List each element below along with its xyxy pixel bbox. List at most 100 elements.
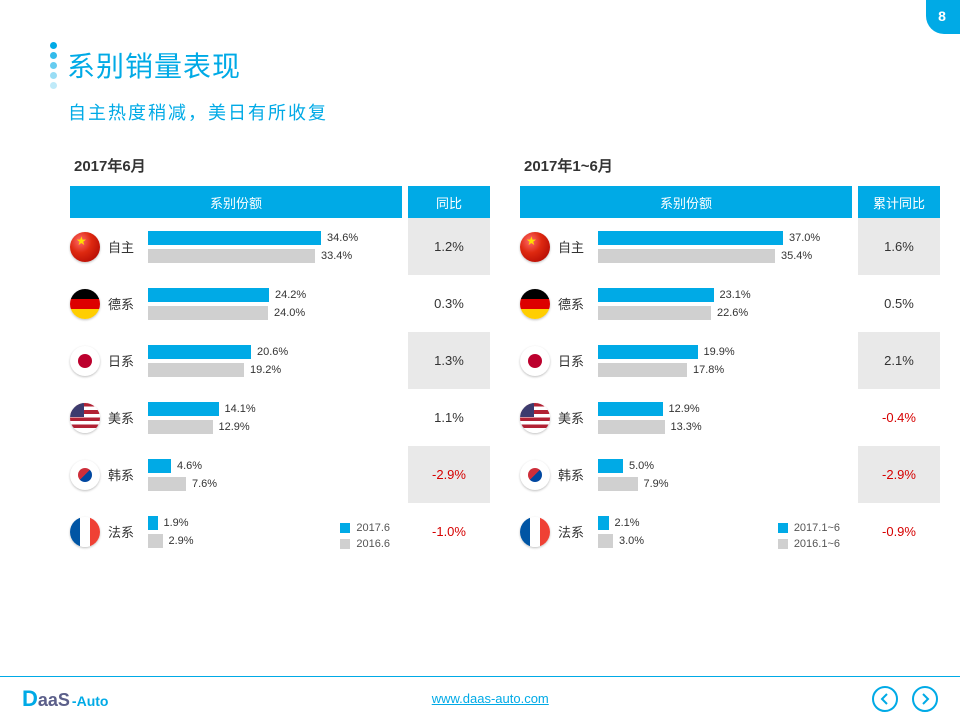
us-flag-icon: [520, 403, 550, 433]
table-row: 德系24.2%24.0%0.3%: [70, 275, 490, 332]
bar-value-prev: 24.0%: [274, 307, 305, 319]
series-label: 韩系: [108, 465, 148, 484]
bar-current: [148, 516, 158, 530]
logo-rest: aaS: [38, 690, 70, 711]
col-header-share: 系别份额: [70, 186, 402, 218]
jp-flag-icon: [520, 346, 550, 376]
bar-group: 14.1%12.9%: [148, 399, 402, 437]
chart-legend: 2017.1~62016.1~6: [778, 518, 840, 550]
next-button[interactable]: [912, 686, 938, 712]
yoy-value: 0.5%: [858, 275, 940, 332]
yoy-value: 1.1%: [408, 389, 490, 446]
series-label: 日系: [558, 351, 598, 370]
bar-current: [598, 345, 698, 359]
bar-value-current: 24.2%: [275, 289, 306, 301]
logo: D aaS -Auto: [22, 686, 108, 712]
series-label: 韩系: [558, 465, 598, 484]
cn-flag-icon: [520, 232, 550, 262]
yoy-value: 1.3%: [408, 332, 490, 389]
title-dots-icon: [50, 40, 57, 89]
bar-value-prev: 17.8%: [693, 364, 724, 376]
table-row: 韩系 4.6% 7.6% -2.9%: [70, 446, 490, 503]
panel-title: 2017年6月: [74, 155, 490, 176]
chart-panels: 2017年6月系别份额同比自主34.6%33.4%1.2%德系24.2%24.0…: [0, 125, 960, 560]
bar-prev: [148, 363, 244, 377]
bar-prev: [598, 477, 638, 491]
bar-value-prev: 7.9%: [644, 478, 669, 490]
yoy-value: 1.2%: [408, 218, 490, 275]
bar-group: 24.2% 24.0%: [148, 285, 402, 323]
logo-d: D: [22, 686, 38, 712]
yoy-value: 0.3%: [408, 275, 490, 332]
bar-group: 19.9% 17.8%: [598, 342, 852, 380]
page-number-badge: 8: [926, 0, 960, 34]
legend-current: 2017.1~6: [794, 522, 840, 534]
bar-current: [598, 231, 783, 245]
yoy-value: -0.4%: [858, 389, 940, 446]
yoy-value: -2.9%: [408, 446, 490, 503]
cn-flag-icon: [70, 232, 100, 262]
col-header-yoy: 累计同比: [858, 186, 940, 218]
bar-prev: [148, 477, 186, 491]
de-flag-icon: [520, 289, 550, 319]
de-flag-icon: [70, 289, 100, 319]
table-row: 韩系5.0%7.9%-2.9%: [520, 446, 940, 503]
page-subtitle: 自主热度稍减，美日有所收复: [68, 99, 960, 125]
fr-flag-icon: [70, 517, 100, 547]
nav-buttons: [872, 686, 938, 712]
bar-value-current: 12.9%: [669, 403, 700, 415]
col-header-yoy: 同比: [408, 186, 490, 218]
bar-value-current: 2.1%: [615, 517, 640, 529]
table-row: 自主37.0%35.4%1.6%: [520, 218, 940, 275]
bar-value-prev: 3.0%: [619, 535, 644, 547]
jp-flag-icon: [70, 346, 100, 376]
bar-value-prev: 7.6%: [192, 478, 217, 490]
bar-group: 37.0%35.4%: [598, 228, 852, 266]
bar-prev: [598, 534, 613, 548]
yoy-value: -2.9%: [858, 446, 940, 503]
yoy-value: -0.9%: [858, 503, 940, 560]
bar-value-prev: 13.3%: [671, 421, 702, 433]
header: 系别销量表现 自主热度稍减，美日有所收复: [0, 0, 960, 125]
bar-value-prev: 19.2%: [250, 364, 281, 376]
page-title: 系别销量表现: [67, 45, 241, 85]
bar-group: 4.6% 7.6%: [148, 456, 402, 494]
table-row: 法系1.9%2.9%-1.0%: [70, 503, 490, 560]
kr-flag-icon: [520, 460, 550, 490]
bar-current: [598, 402, 663, 416]
bar-current: [148, 345, 251, 359]
table-row: 自主34.6%33.4%1.2%: [70, 218, 490, 275]
bar-prev: [148, 420, 213, 434]
table-row: 美系 12.9% 13.3% -0.4%: [520, 389, 940, 446]
legend-current: 2017.6: [356, 522, 390, 534]
bar-group: 12.9% 13.3%: [598, 399, 852, 437]
footer: D aaS -Auto www.daas-auto.com: [0, 676, 960, 720]
logo-auto: -Auto: [72, 693, 109, 709]
us-flag-icon: [70, 403, 100, 433]
series-label: 法系: [558, 522, 598, 541]
bar-current: [148, 231, 321, 245]
footer-url[interactable]: www.daas-auto.com: [432, 691, 549, 706]
bar-prev: [598, 363, 687, 377]
series-label: 自主: [558, 237, 598, 256]
bar-prev: [598, 306, 711, 320]
yoy-value: -1.0%: [408, 503, 490, 560]
table-row: 法系 2.1% 3.0% -0.9%: [520, 503, 940, 560]
bar-prev: [148, 306, 268, 320]
bar-value-current: 37.0%: [789, 232, 820, 244]
bar-group: 23.1% 22.6%: [598, 285, 852, 323]
series-label: 德系: [558, 294, 598, 313]
bar-group: 34.6%33.4%: [148, 228, 402, 266]
bar-value-prev: 22.6%: [717, 307, 748, 319]
bar-value-current: 23.1%: [720, 289, 751, 301]
bar-value-current: 1.9%: [164, 517, 189, 529]
series-label: 美系: [558, 408, 598, 427]
bar-current: [148, 459, 171, 473]
bar-value-current: 19.9%: [704, 346, 735, 358]
prev-button[interactable]: [872, 686, 898, 712]
yoy-value: 1.6%: [858, 218, 940, 275]
bar-value-current: 4.6%: [177, 460, 202, 472]
bar-group: 20.6%19.2%: [148, 342, 402, 380]
bar-current: [598, 459, 623, 473]
series-label: 日系: [108, 351, 148, 370]
